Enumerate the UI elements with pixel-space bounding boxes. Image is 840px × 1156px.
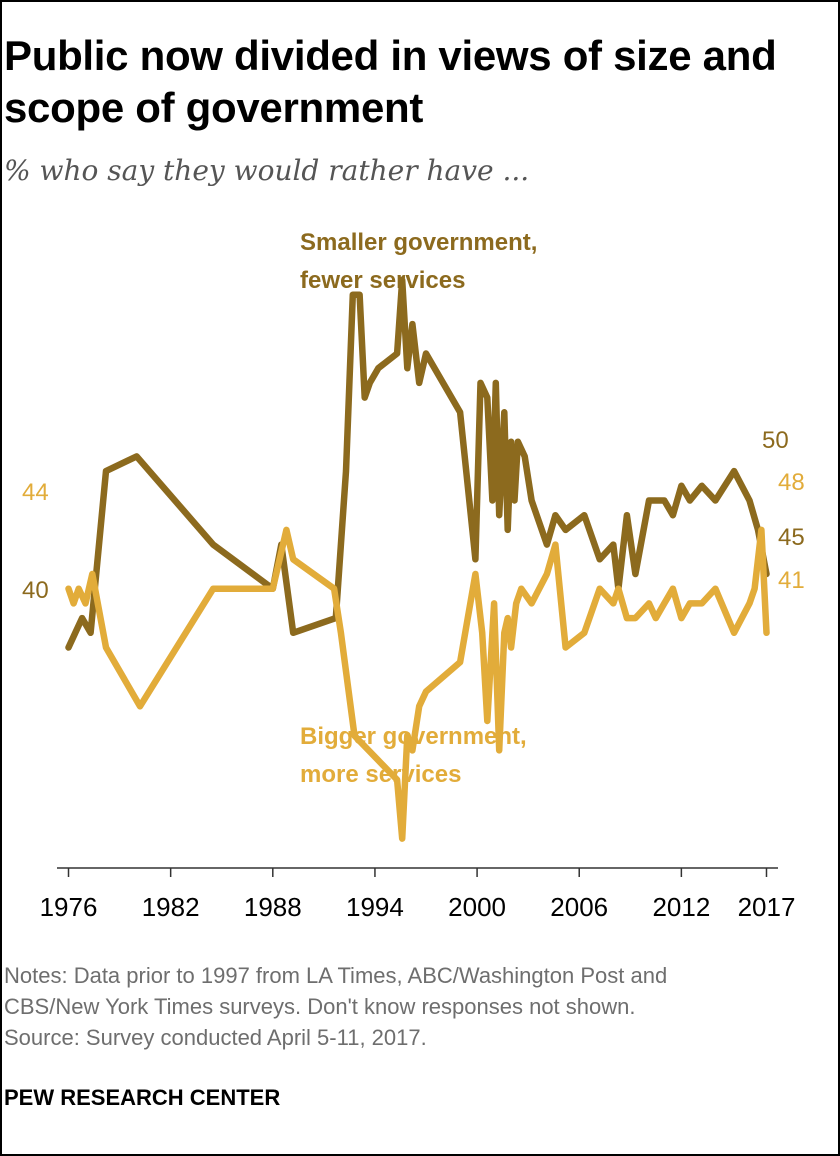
smaller-government-label-line-2: fewer services bbox=[300, 267, 465, 294]
bigger-last-value-label: 41 bbox=[778, 567, 805, 594]
x-axis: 1976 1982 1988 1994 2000 2006 2012 2017 bbox=[40, 867, 796, 922]
series-layer bbox=[65, 276, 770, 842]
notes-line-1: Notes: Data prior to 1997 from LA Times,… bbox=[4, 963, 668, 988]
smaller-peak-value-label: 50 bbox=[762, 427, 789, 454]
x-tick-label: 2000 bbox=[448, 892, 506, 922]
smaller-government-series-line bbox=[65, 276, 770, 651]
chart-title: Public now divided in views of size and … bbox=[4, 30, 824, 134]
source-line: Source: Survey conducted April 5-11, 201… bbox=[4, 1025, 427, 1050]
notes-line-2: CBS/New York Times surveys. Don't know r… bbox=[4, 994, 636, 1019]
line-chart: 1976 1982 1988 1994 2000 2006 2012 2017 Smaller… bbox=[22, 229, 805, 922]
smaller-first-value-label: 40 bbox=[22, 577, 49, 604]
bigger-government-label-line-2: more services bbox=[300, 761, 461, 788]
title-line-2: scope of government bbox=[4, 84, 424, 131]
bigger-government-label-line-1: Bigger government, bbox=[300, 723, 527, 750]
pew-research-center-logo: PEW RESEARCH CENTER bbox=[4, 1085, 281, 1110]
x-tick-label: 1976 bbox=[40, 892, 98, 922]
x-tick-label: 2006 bbox=[550, 892, 608, 922]
chart-notes: Notes: Data prior to 1997 from LA Times,… bbox=[4, 960, 834, 1053]
bigger-first-value-label: 44 bbox=[22, 479, 49, 506]
title-line-1: Public now divided in views of size and bbox=[4, 32, 777, 79]
x-tick-label: 1982 bbox=[142, 892, 200, 922]
bigger-government-series-line bbox=[65, 526, 770, 842]
bigger-end-value-label: 48 bbox=[778, 469, 805, 496]
chart-subtitle: % who say they would rather have ... bbox=[4, 154, 530, 187]
x-tick-label: 2017 bbox=[738, 892, 796, 922]
label-layer: Smaller government, fewer services Bigger … bbox=[22, 229, 805, 788]
x-tick-label: 2012 bbox=[652, 892, 710, 922]
x-tick-label: 1988 bbox=[244, 892, 302, 922]
smaller-government-label-line-1: Smaller government, bbox=[300, 229, 537, 256]
smaller-last-value-label: 45 bbox=[778, 524, 805, 551]
x-tick-label: 1994 bbox=[346, 892, 404, 922]
